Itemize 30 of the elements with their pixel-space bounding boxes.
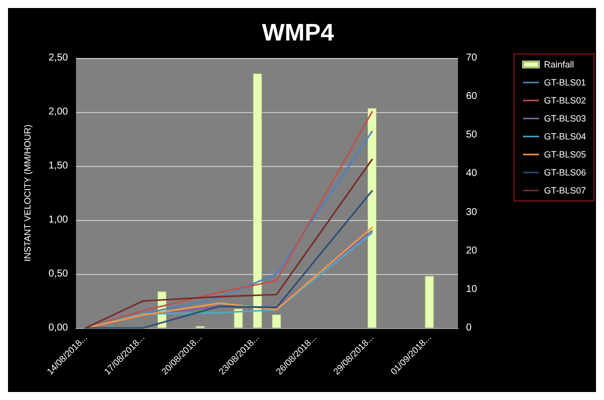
legend-label: GT-BLS02 <box>544 96 586 106</box>
y2-tick-label: 60 <box>466 91 478 102</box>
y-tick-label: 2,00 <box>48 106 68 118</box>
line-series <box>84 190 373 329</box>
y-tick-label: 1,50 <box>48 160 68 172</box>
y-tick-label: 1,00 <box>48 214 68 226</box>
y2-tick-label: 30 <box>466 206 478 218</box>
y2-tick-label: 20 <box>466 245 478 256</box>
y2-tick-label: 0 <box>466 322 472 334</box>
legend-label: GT-BLS01 <box>544 78 586 88</box>
bar <box>368 108 377 328</box>
y2-tick-label: 10 <box>466 284 478 295</box>
legend-label: GT-BLS03 <box>544 114 586 124</box>
legend-label: GT-BLS04 <box>544 132 586 142</box>
legend-label: GT-BLS07 <box>544 186 586 196</box>
legend-label: GT-BLS05 <box>544 150 586 160</box>
chart-title: WMP4 <box>262 20 335 46</box>
y2-tick-label: 50 <box>466 130 478 141</box>
y2-tick-label: 40 <box>466 168 478 180</box>
y-tick-label: 0,00 <box>48 322 68 334</box>
y-tick-label: 2,50 <box>48 52 68 64</box>
legend-label: GT-BLS06 <box>544 168 586 178</box>
bar <box>252 73 262 328</box>
bar <box>424 276 434 328</box>
bar <box>234 308 243 328</box>
y-axis-title: INSTANT VELOCITY (MM/HOUR) <box>22 124 32 262</box>
y-tick-label: 0,50 <box>48 268 68 280</box>
legend-label: Rainfall <box>544 60 574 70</box>
bar <box>272 314 282 328</box>
y2-tick-label: 70 <box>466 52 478 64</box>
